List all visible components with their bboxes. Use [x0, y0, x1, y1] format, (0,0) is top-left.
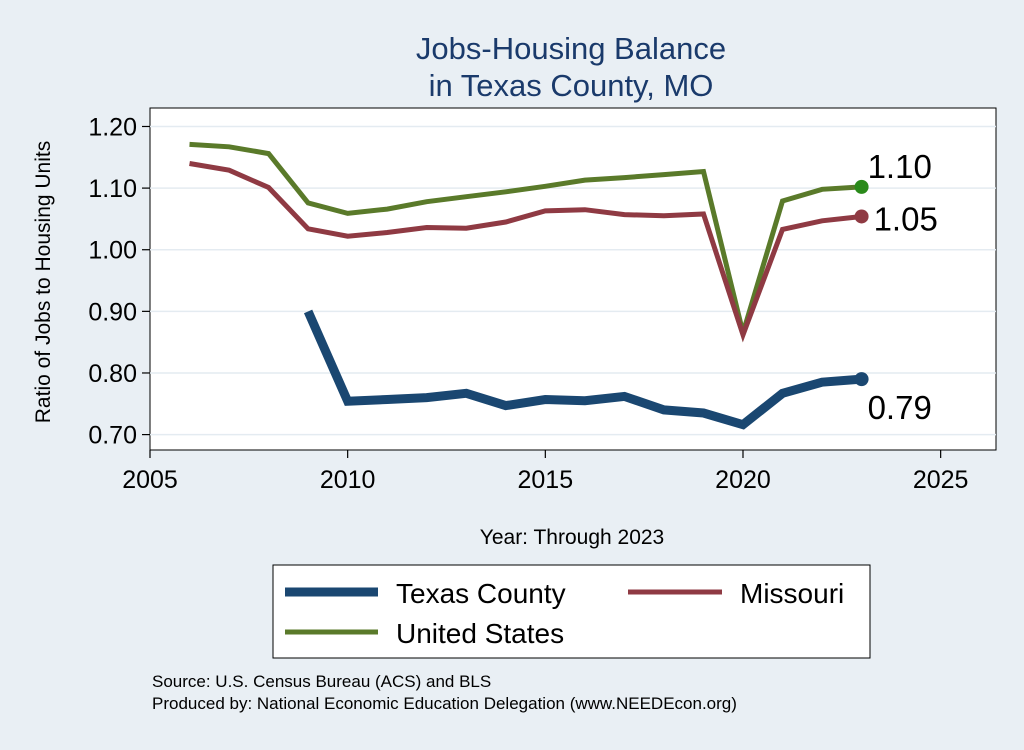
- x-tick-label: 2020: [715, 466, 771, 494]
- x-axis-title: Year: Through 2023: [480, 526, 665, 549]
- y-tick-label: 1.20: [88, 113, 137, 141]
- legend: Texas County Missouri United States: [272, 564, 871, 659]
- end-labels: 0.79 1.05 1.10: [868, 148, 938, 426]
- legend-box: [272, 564, 871, 659]
- end-value-label: 1.05: [874, 200, 938, 237]
- end-markers: [854, 179, 869, 387]
- x-tick-label: 2025: [913, 466, 969, 494]
- y-tick-label: 1.10: [88, 175, 137, 203]
- y-tick-label: 0.80: [88, 360, 137, 388]
- end-marker: [854, 179, 869, 194]
- end-marker: [854, 209, 869, 224]
- chart-title-line-1: Jobs-Housing Balance: [416, 31, 726, 66]
- producer-note: Produced by: National Economic Education…: [152, 694, 737, 713]
- chart-title-line-2: in Texas County, MO: [429, 68, 714, 103]
- legend-label: Missouri: [740, 578, 844, 609]
- series-line-missouri: [189, 161, 862, 343]
- x-tick-label: 2005: [122, 466, 178, 494]
- gridlines: [150, 125, 996, 436]
- series-layer: [189, 141, 862, 430]
- source-note: Source: U.S. Census Bureau (ACS) and BLS: [152, 672, 491, 691]
- y-tick-label: 0.70: [88, 422, 137, 450]
- series-line-texas-county: [303, 309, 862, 430]
- plot-area: [149, 107, 997, 451]
- y-tick-label: 1.00: [88, 237, 137, 265]
- end-marker: [854, 372, 869, 387]
- legend-label: Texas County: [396, 578, 566, 609]
- x-tick-label: 2015: [518, 466, 574, 494]
- y-tick-label: 0.90: [88, 298, 137, 326]
- y-axis-title: Ratio of Jobs to Housing Units: [32, 141, 55, 423]
- x-tick-label: 2010: [320, 466, 376, 494]
- end-value-label: 0.79: [868, 389, 932, 426]
- axes: 0.70 0.80 0.90 1.00 1.10 1.20 2005 2010 2015 2020…: [88, 113, 968, 494]
- legend-label: United States: [396, 618, 564, 649]
- end-value-label: 1.10: [868, 148, 932, 185]
